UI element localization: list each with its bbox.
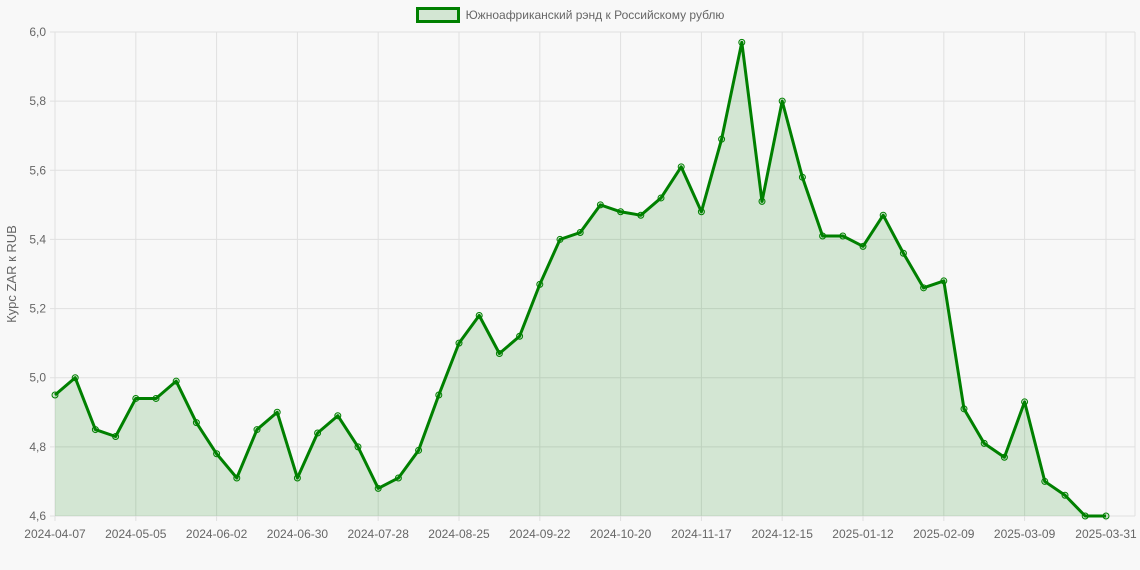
y-tick-label: 5,8 bbox=[29, 94, 46, 108]
data-point[interactable] bbox=[1041, 477, 1049, 485]
x-tick-label: 2024-10-20 bbox=[590, 527, 652, 541]
data-point[interactable] bbox=[596, 201, 604, 209]
data-point[interactable] bbox=[899, 249, 907, 257]
data-point[interactable] bbox=[253, 426, 261, 434]
data-point[interactable] bbox=[354, 443, 362, 451]
data-point[interactable] bbox=[657, 194, 665, 202]
data-point[interactable] bbox=[920, 284, 928, 292]
data-point[interactable] bbox=[91, 426, 99, 434]
data-point[interactable] bbox=[132, 394, 140, 402]
x-tick-label: 2025-03-31 bbox=[1075, 527, 1137, 541]
x-tick-label: 2024-06-30 bbox=[267, 527, 329, 541]
data-point[interactable] bbox=[415, 446, 423, 454]
data-point[interactable] bbox=[637, 211, 645, 219]
data-point[interactable] bbox=[213, 450, 221, 458]
data-point[interactable] bbox=[516, 332, 524, 340]
data-point[interactable] bbox=[192, 419, 200, 427]
data-point[interactable] bbox=[576, 229, 584, 237]
data-point[interactable] bbox=[677, 163, 685, 171]
data-point[interactable] bbox=[475, 311, 483, 319]
y-tick-label: 6,0 bbox=[29, 25, 46, 39]
data-point[interactable] bbox=[1081, 512, 1089, 520]
data-point[interactable] bbox=[394, 474, 402, 482]
data-point[interactable] bbox=[495, 350, 503, 358]
data-point[interactable] bbox=[435, 391, 443, 399]
x-tick-label: 2024-04-07 bbox=[24, 527, 86, 541]
data-point[interactable] bbox=[859, 242, 867, 250]
data-point[interactable] bbox=[556, 235, 564, 243]
data-point[interactable] bbox=[1000, 453, 1008, 461]
data-point[interactable] bbox=[617, 208, 625, 216]
data-point[interactable] bbox=[314, 429, 322, 437]
data-point[interactable] bbox=[152, 394, 160, 402]
data-point[interactable] bbox=[233, 474, 241, 482]
x-tick-label: 2024-05-05 bbox=[105, 527, 167, 541]
data-point[interactable] bbox=[374, 484, 382, 492]
x-tick-label: 2024-11-17 bbox=[671, 527, 732, 541]
data-point[interactable] bbox=[112, 432, 120, 440]
x-tick-label: 2024-06-02 bbox=[186, 527, 248, 541]
x-tick-label: 2025-02-09 bbox=[913, 527, 975, 541]
legend[interactable]: Южноафриканский рэнд к Российскому рублю bbox=[0, 7, 1140, 23]
data-point[interactable] bbox=[940, 277, 948, 285]
x-tick-label: 2024-09-22 bbox=[509, 527, 571, 541]
y-tick-label: 5,2 bbox=[29, 302, 46, 316]
data-point[interactable] bbox=[334, 412, 342, 420]
data-point[interactable] bbox=[798, 173, 806, 181]
y-tick-label: 5,4 bbox=[29, 232, 46, 246]
data-point[interactable] bbox=[819, 232, 827, 240]
area-fill bbox=[55, 42, 1106, 516]
y-tick-label: 4,8 bbox=[29, 440, 46, 454]
data-point[interactable] bbox=[273, 408, 281, 416]
data-point[interactable] bbox=[879, 211, 887, 219]
x-tick-label: 2024-08-25 bbox=[428, 527, 490, 541]
y-tick-label: 4,6 bbox=[29, 509, 46, 523]
data-point[interactable] bbox=[1061, 491, 1069, 499]
legend-swatch bbox=[415, 7, 460, 23]
data-point[interactable] bbox=[71, 374, 79, 382]
x-tick-label: 2025-03-09 bbox=[994, 527, 1056, 541]
data-point[interactable] bbox=[536, 280, 544, 288]
data-point[interactable] bbox=[1021, 398, 1029, 406]
data-point[interactable] bbox=[778, 97, 786, 105]
series-line bbox=[54, 40, 1106, 518]
data-point[interactable] bbox=[980, 439, 988, 447]
data-point[interactable] bbox=[718, 135, 726, 143]
y-tick-label: 5,6 bbox=[29, 163, 46, 177]
data-point[interactable] bbox=[697, 208, 705, 216]
legend-label: Южноафриканский рэнд к Российскому рублю bbox=[465, 8, 725, 22]
x-tick-label: 2024-07-28 bbox=[348, 527, 410, 541]
data-point[interactable] bbox=[839, 232, 847, 240]
y-tick-label: 5,0 bbox=[29, 371, 46, 385]
x-tick-label: 2024-12-15 bbox=[752, 527, 814, 541]
x-tick-label: 2025-01-12 bbox=[832, 527, 894, 541]
data-point[interactable] bbox=[738, 38, 746, 46]
data-point[interactable] bbox=[455, 339, 463, 347]
data-point[interactable] bbox=[1102, 512, 1110, 520]
data-point[interactable] bbox=[293, 474, 301, 482]
data-point[interactable] bbox=[51, 391, 59, 399]
data-point[interactable] bbox=[758, 197, 766, 205]
data-point[interactable] bbox=[172, 377, 180, 385]
y-axis-title: Курс ZAR к RUB bbox=[4, 225, 19, 323]
data-point[interactable] bbox=[960, 405, 968, 413]
